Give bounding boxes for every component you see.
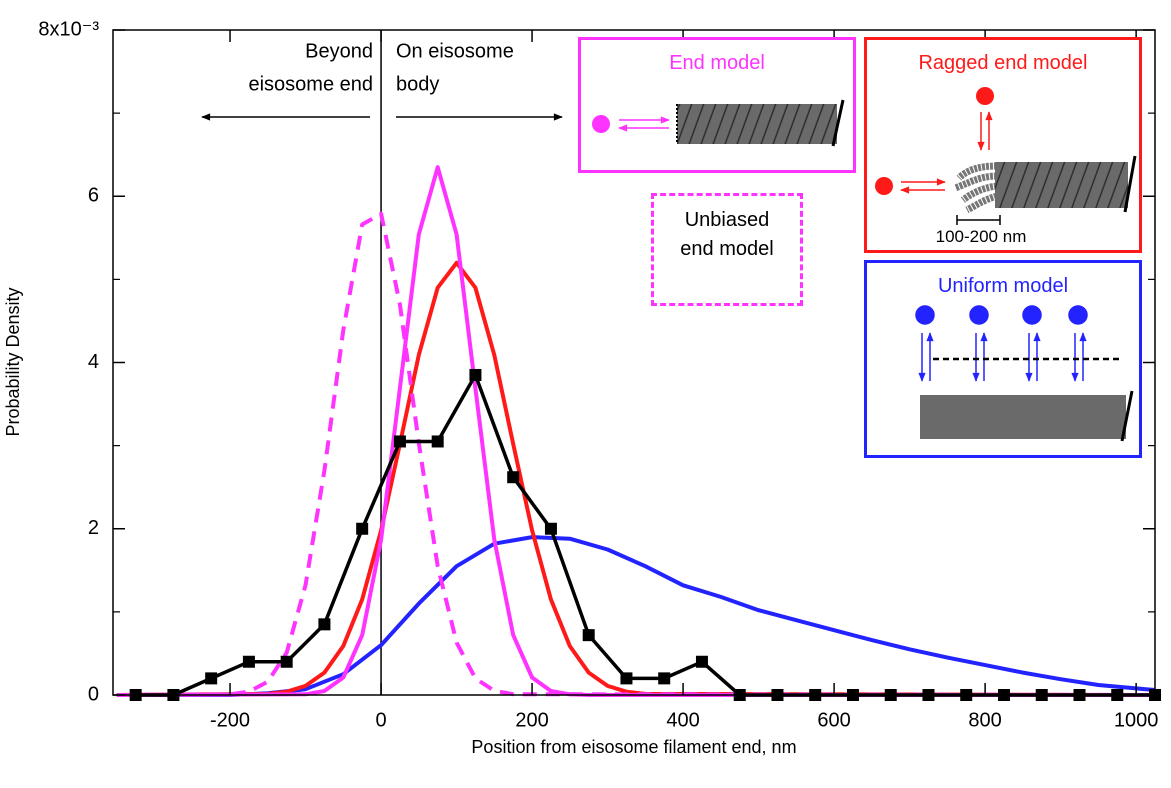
data-point bbox=[318, 618, 331, 631]
x-tick-label: 0 bbox=[375, 709, 386, 731]
data-point bbox=[620, 672, 633, 685]
x-tick-label: 400 bbox=[666, 709, 699, 731]
x-tick-label: 200 bbox=[515, 709, 548, 731]
data-point bbox=[431, 435, 444, 448]
y-tick-label: 2 bbox=[88, 517, 99, 539]
series-line bbox=[116, 211, 1156, 697]
end-model-diagram bbox=[592, 99, 845, 147]
data-point bbox=[582, 629, 595, 642]
data-point bbox=[205, 672, 218, 685]
uniform-model-diagram bbox=[915, 305, 1134, 442]
y-axis-title: Probability Density bbox=[3, 287, 23, 436]
end-model-box: End model bbox=[578, 37, 856, 173]
series-line bbox=[116, 260, 1156, 697]
unbiased-model-box: Unbiased end model bbox=[651, 193, 803, 306]
x-tick-label: -200 bbox=[210, 709, 250, 731]
x-tick-label: 800 bbox=[968, 709, 1001, 731]
data-point bbox=[544, 522, 557, 535]
x-tick-label: 600 bbox=[817, 709, 850, 731]
annotation: On eisosome bbox=[396, 40, 514, 62]
series-line bbox=[116, 535, 1156, 697]
series-line bbox=[116, 165, 1155, 697]
data-point bbox=[658, 672, 671, 685]
y-tick-label: 4 bbox=[88, 351, 99, 373]
annotation: Beyond bbox=[305, 40, 373, 62]
data-point bbox=[507, 471, 520, 484]
inset-title: Ragged end model bbox=[918, 52, 1088, 74]
y-tick-label: 6 bbox=[88, 185, 99, 207]
data-point bbox=[242, 655, 255, 668]
ragged-model-box: Ragged end model 100-200 nm bbox=[864, 37, 1142, 253]
ragged-model-diagram: 100-200 nm bbox=[875, 87, 1137, 246]
y-tick-label: 0 bbox=[88, 683, 99, 705]
data-point bbox=[469, 368, 482, 381]
inset-title: Uniform model bbox=[937, 275, 1069, 297]
data-point bbox=[695, 655, 708, 668]
data-point bbox=[356, 522, 369, 535]
uniform-model-box: Uniform model bbox=[864, 260, 1142, 458]
annotation: body bbox=[396, 73, 439, 95]
x-tick-label: 1000 bbox=[1114, 709, 1159, 731]
inset-title: Unbiased end model bbox=[680, 209, 774, 260]
data-point bbox=[393, 435, 406, 448]
data-point bbox=[280, 655, 293, 668]
scale-label: 100-200 nm bbox=[936, 227, 1027, 246]
y-tick-label: 8x10⁻³ bbox=[38, 18, 99, 40]
inset-title: End model bbox=[669, 52, 765, 74]
x-axis-title: Position from eisosome filament end, nm bbox=[471, 737, 796, 757]
annotation: eisosome end bbox=[248, 73, 373, 95]
